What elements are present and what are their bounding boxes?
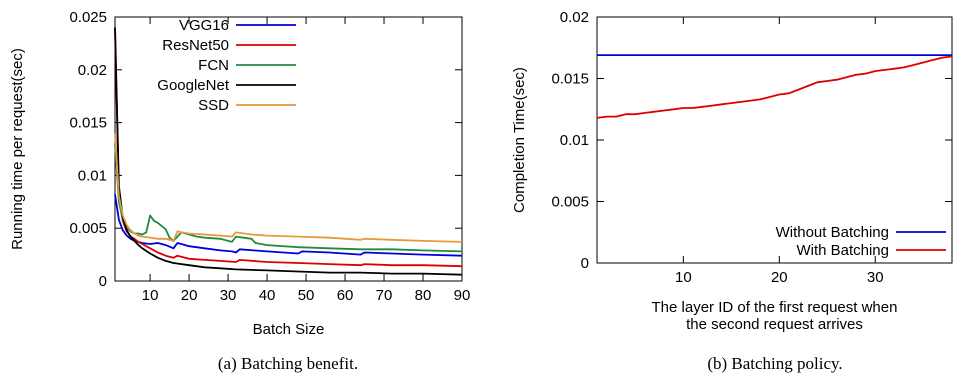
x-tick-label: 80 [415,287,432,304]
x-tick-label: 30 [220,287,237,304]
y-tick-label: 0.01 [78,167,107,184]
y-tick-label: 0.02 [78,62,107,79]
chart-batching-benefit: 0 0.005 0.01 0.015 0.02 0.025 10 20 30 40 50 60 70 80… [9,9,470,373]
legend-label: GoogleNet [157,77,230,94]
y-tick-label: 0.005 [551,194,589,211]
x-axis-label: Batch Size [253,321,325,338]
x-tick-label: 40 [259,287,276,304]
legend-label: FCN [198,57,229,74]
series-line-fcn [114,143,463,253]
y-tick-label: 0.02 [560,9,589,26]
x-tick-label: 10 [675,269,692,286]
plot-frame [114,16,463,282]
x-tick-label: 60 [337,287,354,304]
x-tick-label: 10 [142,287,159,304]
x-tick-label: 20 [771,269,788,286]
series-line-ssd [114,133,463,243]
x-axis-label: the second request arrives [686,316,863,333]
y-tick-label: 0 [581,255,589,272]
y-tick-label: 0.005 [69,220,107,237]
x-tick-label: 20 [181,287,198,304]
series-line-googlenet [114,27,463,276]
figure-caption: (a) Batching benefit. [218,354,358,373]
y-axis-label: Completion Time(sec) [511,67,528,213]
x-tick-label: 50 [298,287,315,304]
figure-caption: (b) Batching policy. [707,354,842,373]
legend-label: SSD [198,97,229,114]
y-tick-label: 0.015 [69,115,107,132]
x-axis-label: The layer ID of the first request when [652,299,898,316]
x-tick-label: 30 [867,269,884,286]
plot-frame [596,16,953,264]
x-tick-label: 70 [376,287,393,304]
legend-label: With Batching [796,242,889,259]
y-axis-label: Running time per request(sec) [9,48,26,250]
series-line-with-batching [596,55,953,119]
legend-label: Without Batching [776,224,889,241]
y-tick-label: 0 [99,273,107,290]
y-tick-label: 0.025 [69,9,107,26]
legend-label: ResNet50 [162,37,229,54]
x-tick-label: 90 [454,287,471,304]
chart-batching-policy: 0 0.005 0.01 0.015 0.02 10 20 30 Completion Time… [511,9,953,373]
y-tick-label: 0.015 [551,71,589,88]
y-tick-label: 0.01 [560,132,589,149]
legend-label: VGG16 [179,17,229,34]
